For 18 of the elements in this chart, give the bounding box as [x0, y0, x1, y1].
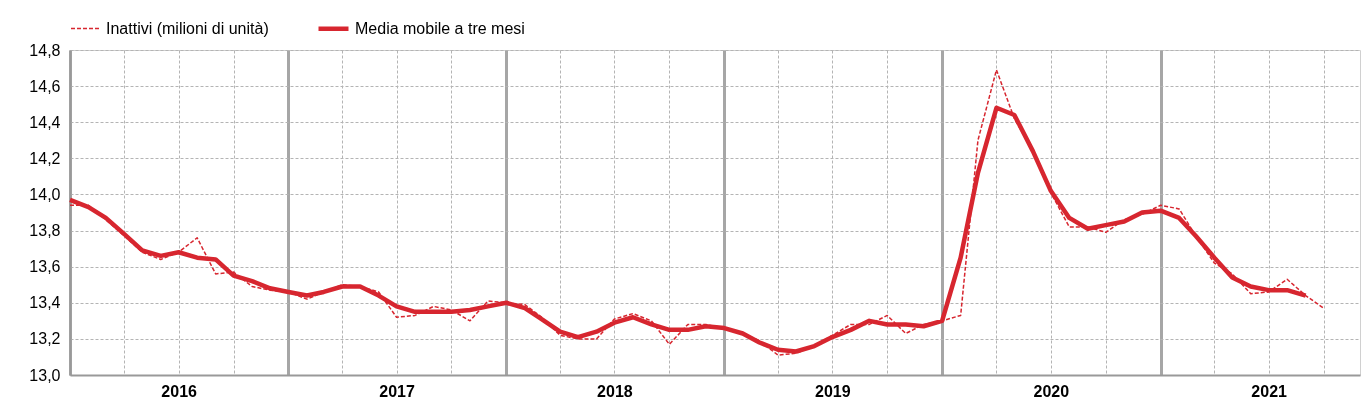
- y-tick-label: 13,0: [29, 366, 61, 384]
- y-tick-label: 14,2: [29, 149, 61, 167]
- x-tick-label: 2017: [379, 382, 415, 400]
- x-tick-label: 2018: [597, 382, 633, 400]
- x-tick-label: 2021: [1251, 382, 1288, 400]
- y-tick-label: 14,6: [29, 77, 61, 95]
- y-tick-label: 13,8: [29, 222, 61, 240]
- y-tick-label: 13,2: [29, 330, 61, 348]
- y-tick-label: 13,4: [29, 294, 61, 312]
- x-tick-label: 2020: [1033, 382, 1070, 400]
- y-tick-label: 14,0: [29, 185, 61, 203]
- legend-label: Inattivi (milioni di unità): [106, 19, 269, 37]
- y-tick-label: 14,8: [29, 41, 61, 59]
- legend-label: Media mobile a tre mesi: [355, 19, 525, 37]
- y-tick-label: 14,4: [29, 113, 61, 131]
- x-tick-label: 2016: [161, 382, 198, 400]
- y-tick-label: 13,6: [29, 258, 61, 276]
- x-tick-label: 2019: [815, 382, 851, 400]
